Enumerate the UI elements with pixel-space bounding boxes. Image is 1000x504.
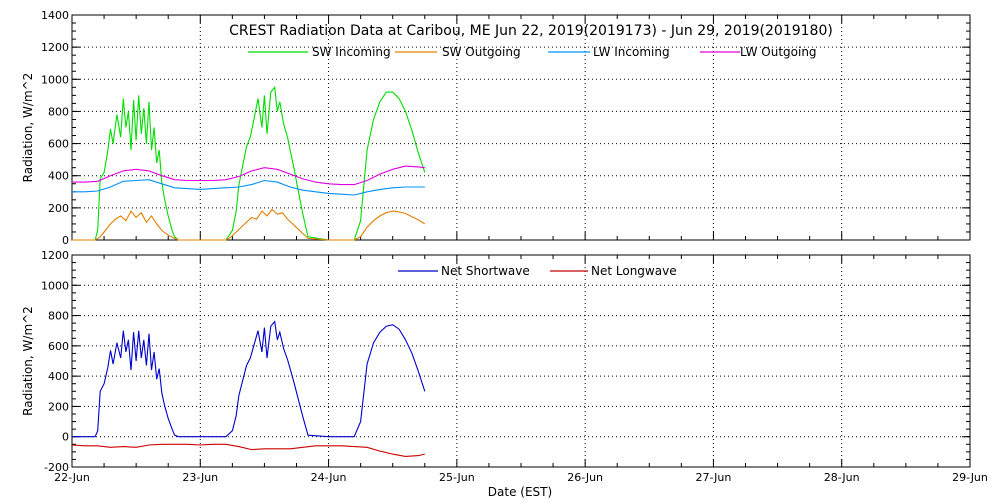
y-tick-label: 400: [48, 370, 69, 383]
x-tick-label: 25-Jun: [439, 471, 475, 484]
legend-label: SW Outgoing: [442, 45, 521, 59]
legend-label: LW Incoming: [593, 45, 670, 59]
y-axis-label: Radiation, W/m^2: [21, 306, 35, 416]
y-tick-label: 1000: [41, 73, 69, 86]
series-line-net-longwave: [71, 443, 425, 457]
x-tick-label: 29-Jun: [952, 471, 988, 484]
x-tick-label: 24-Jun: [311, 471, 347, 484]
y-tick-label: 600: [48, 340, 69, 353]
bottom-panel: -200 0 200 400 600 800 1000 1200 Radiation, W/m^…: [21, 249, 988, 484]
y-tick-label: 1200: [41, 249, 69, 262]
y-tick-label: 1200: [41, 41, 69, 54]
y-tick-label: 1000: [41, 279, 69, 292]
chart-title: CREST Radiation Data at Caribou, ME Jun …: [229, 23, 833, 39]
series-line-lw-incoming: [72, 179, 425, 196]
y-tick-label: 200: [48, 202, 69, 215]
y-tick-label: 200: [48, 400, 69, 413]
y-tick-label: 800: [48, 105, 69, 118]
x-tick-label: 28-Jun: [824, 471, 860, 484]
y-axis-label: Radiation, W/m^2: [21, 73, 35, 183]
legend-label: LW Outgoing: [740, 45, 817, 59]
series-line-net-shortwave: [72, 320, 426, 438]
series-line-sw-incoming: [72, 85, 426, 241]
x-tick-label: 26-Jun: [567, 471, 603, 484]
y-tick-label: 800: [48, 310, 69, 323]
x-tick-label: 23-Jun: [182, 471, 218, 484]
y-tick-label: 0: [62, 431, 69, 444]
plot-frame: [71, 14, 971, 241]
y-tick-label: 1400: [41, 9, 69, 22]
legend-label: Net Shortwave: [441, 264, 530, 278]
legend-label: Net Longwave: [591, 264, 677, 278]
x-tick-label: 22-Jun: [54, 471, 90, 484]
series-line-sw-outgoing: [72, 208, 426, 241]
y-tick-label: 600: [48, 138, 69, 151]
x-axis-label: Date (EST): [488, 485, 552, 499]
legend-label: SW Incoming: [312, 45, 391, 59]
y-tick-label: -200: [44, 461, 69, 474]
y-tick-label: 400: [48, 170, 69, 183]
series-line-lw-outgoing: [72, 165, 425, 186]
x-tick-label: 27-Jun: [696, 471, 732, 484]
top-panel: 0 200 400 600 800 1000 1200 1400 Radiation, W/m^…: [21, 9, 971, 247]
plot-frame: [71, 254, 971, 468]
y-tick-label: 0: [62, 234, 69, 247]
